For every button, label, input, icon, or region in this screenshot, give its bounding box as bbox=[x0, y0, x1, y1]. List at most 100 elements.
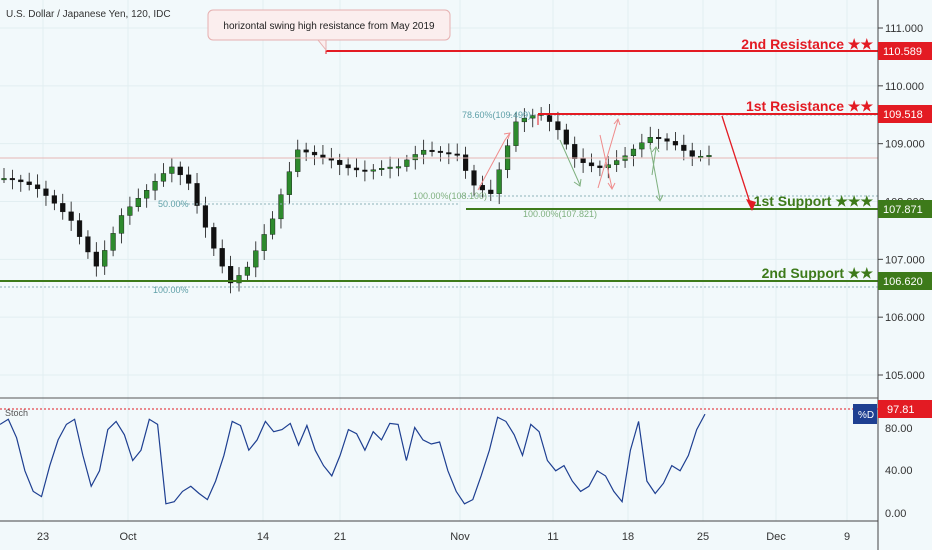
candle bbox=[454, 143, 460, 162]
candle bbox=[706, 145, 712, 166]
candle bbox=[664, 133, 670, 151]
stoch-tick-40: 40.00 bbox=[885, 465, 913, 477]
price-tick-label: 106.000 bbox=[885, 312, 925, 324]
candle bbox=[530, 108, 536, 128]
candle bbox=[337, 153, 343, 176]
stoch-d-line bbox=[0, 413, 706, 505]
candle bbox=[85, 230, 91, 259]
candle bbox=[429, 141, 435, 157]
candle bbox=[43, 180, 49, 206]
candle bbox=[169, 157, 175, 183]
candle bbox=[379, 160, 385, 176]
candle bbox=[34, 174, 41, 198]
candle bbox=[244, 261, 250, 282]
annotation-callout[interactable]: horizontal swing high resistance from Ma… bbox=[207, 9, 451, 52]
time-tick-label: 9 bbox=[844, 531, 850, 543]
candle bbox=[211, 222, 217, 257]
candle bbox=[395, 157, 402, 177]
candle bbox=[387, 156, 393, 179]
price-axis[interactable]: 111.000110.000109.000108.000107.000106.0… bbox=[877, 0, 932, 550]
candle bbox=[1, 167, 7, 183]
time-tick-label: 11 bbox=[547, 531, 558, 543]
candle bbox=[689, 142, 695, 167]
resistance-2-label: 2nd Resistance ★★ bbox=[741, 36, 873, 52]
resistance-2-price-tag bbox=[878, 42, 932, 60]
time-tick-label: 21 bbox=[334, 531, 346, 543]
candle bbox=[404, 154, 410, 172]
time-tick-label: Dec bbox=[766, 531, 786, 543]
candle bbox=[488, 179, 494, 201]
stoch-tick-0: 0.00 bbox=[885, 508, 906, 520]
candle bbox=[698, 150, 704, 162]
candle bbox=[9, 169, 15, 190]
fib-786-label: 78.60%(109.499) bbox=[462, 110, 531, 120]
stoch-legend-badge bbox=[853, 404, 877, 424]
candle bbox=[555, 111, 561, 140]
price-tick-label: 111.000 bbox=[885, 23, 923, 35]
candle bbox=[202, 196, 209, 238]
stoch-value-tag bbox=[878, 400, 932, 418]
candle bbox=[630, 144, 637, 167]
fib-100-low-label: 100.00% bbox=[153, 285, 189, 295]
fib-100-mid-label: 100.00%(108.100) bbox=[413, 191, 487, 201]
candle bbox=[93, 242, 99, 277]
candle bbox=[588, 153, 595, 173]
pattern-arrows bbox=[477, 117, 664, 202]
price-tick-label: 109.000 bbox=[885, 139, 925, 151]
candle bbox=[656, 128, 662, 149]
stoch-tick-80: 80.00 bbox=[885, 423, 913, 435]
support-2-price-tag bbox=[878, 272, 932, 290]
candle bbox=[152, 173, 158, 201]
time-axis[interactable]: 23 Oct 14 21 Nov 11 18 25 Dec 9 bbox=[0, 520, 878, 543]
candle bbox=[496, 162, 502, 205]
candle bbox=[60, 193, 66, 220]
candle bbox=[144, 184, 150, 208]
candle bbox=[614, 150, 620, 172]
candle bbox=[320, 144, 326, 165]
stoch-title: Stoch bbox=[5, 408, 28, 418]
resistance-1-line[interactable] bbox=[537, 113, 878, 125]
fib-100-support-label: 100.00%(107.821) bbox=[523, 209, 597, 219]
candle bbox=[68, 201, 74, 231]
candle bbox=[446, 143, 452, 165]
fib-50-label: 50.00% bbox=[158, 199, 189, 209]
candle bbox=[253, 241, 259, 278]
support-1-price: 107.871 bbox=[883, 204, 923, 216]
price-tick-label: 105.000 bbox=[885, 370, 925, 382]
time-tick-label: Nov bbox=[450, 531, 470, 543]
candle bbox=[362, 160, 368, 182]
candle bbox=[286, 161, 292, 205]
candle bbox=[278, 188, 284, 229]
candle bbox=[421, 139, 427, 165]
candle bbox=[269, 211, 276, 240]
candle bbox=[110, 226, 116, 257]
projection-arrow bbox=[721, 115, 756, 211]
resistance-1-price-tag bbox=[878, 105, 932, 123]
time-tick-label: 18 bbox=[622, 531, 634, 543]
candle bbox=[228, 255, 234, 294]
candle bbox=[51, 189, 57, 211]
candle bbox=[102, 240, 108, 275]
candle bbox=[311, 145, 318, 166]
candle bbox=[580, 148, 586, 173]
support-1-label: 1st Support ★★★ bbox=[754, 193, 874, 209]
stoch-value: 97.81 bbox=[887, 404, 915, 416]
candle bbox=[18, 174, 24, 192]
candle bbox=[681, 134, 687, 161]
time-tick-label: 14 bbox=[257, 531, 269, 543]
candle bbox=[463, 146, 469, 179]
candle bbox=[437, 146, 444, 162]
stoch-pane[interactable]: Stoch %D 97.81 80.00 40.00 0.00 bbox=[0, 400, 932, 520]
candle bbox=[521, 108, 527, 133]
candle bbox=[76, 213, 83, 245]
candle bbox=[26, 172, 32, 191]
candle bbox=[546, 104, 553, 132]
candle bbox=[479, 175, 485, 198]
candle bbox=[471, 164, 477, 196]
candle bbox=[160, 163, 167, 187]
candle bbox=[194, 172, 200, 214]
support-1-price-tag bbox=[878, 200, 932, 218]
candle bbox=[622, 146, 628, 168]
candle-series bbox=[1, 104, 712, 294]
